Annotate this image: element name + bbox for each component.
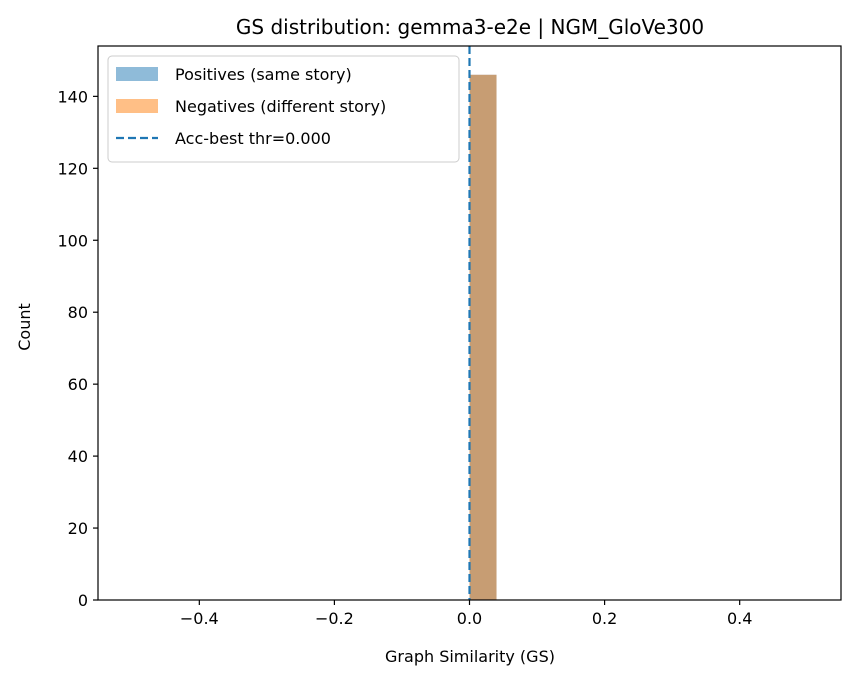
- y-tick-label: 20: [68, 519, 88, 538]
- x-tick-label: −0.2: [315, 609, 354, 628]
- x-tick-label: 0.4: [727, 609, 752, 628]
- y-tick-label: 140: [57, 87, 88, 106]
- x-tick-label: 0.2: [592, 609, 617, 628]
- legend-label-0: Positives (same story): [175, 65, 352, 84]
- y-axis-ticks: 0 20 40 60 80 100 120 140: [57, 87, 98, 610]
- x-axis-ticks: −0.4 −0.2 0.0 0.2 0.4: [180, 600, 752, 628]
- x-tick-label: −0.4: [180, 609, 219, 628]
- chart-title: GS distribution: gemma3-e2e | NGM_GloVe3…: [236, 15, 704, 39]
- y-tick-label: 0: [78, 591, 88, 610]
- y-axis-label: Count: [15, 303, 34, 351]
- y-tick-label: 100: [57, 231, 88, 250]
- legend-swatch-0: [116, 67, 158, 81]
- y-tick-label: 120: [57, 159, 88, 178]
- y-tick-label: 40: [68, 447, 88, 466]
- legend-box: [107, 55, 460, 163]
- legend: Positives (same story) Negatives (differe…: [107, 55, 460, 163]
- bars-layer: [469, 74, 497, 600]
- legend-label-2: Acc-best thr=0.000: [175, 129, 331, 148]
- legend-label-1: Negatives (different story): [175, 97, 386, 116]
- y-tick-label: 80: [68, 303, 88, 322]
- x-tick-label: 0.0: [457, 609, 482, 628]
- legend-swatch-1: [116, 99, 158, 113]
- y-tick-label: 60: [68, 375, 88, 394]
- x-axis-label: Graph Similarity (GS): [385, 647, 555, 666]
- histogram-bar-series-1-bin-0: [469, 74, 497, 600]
